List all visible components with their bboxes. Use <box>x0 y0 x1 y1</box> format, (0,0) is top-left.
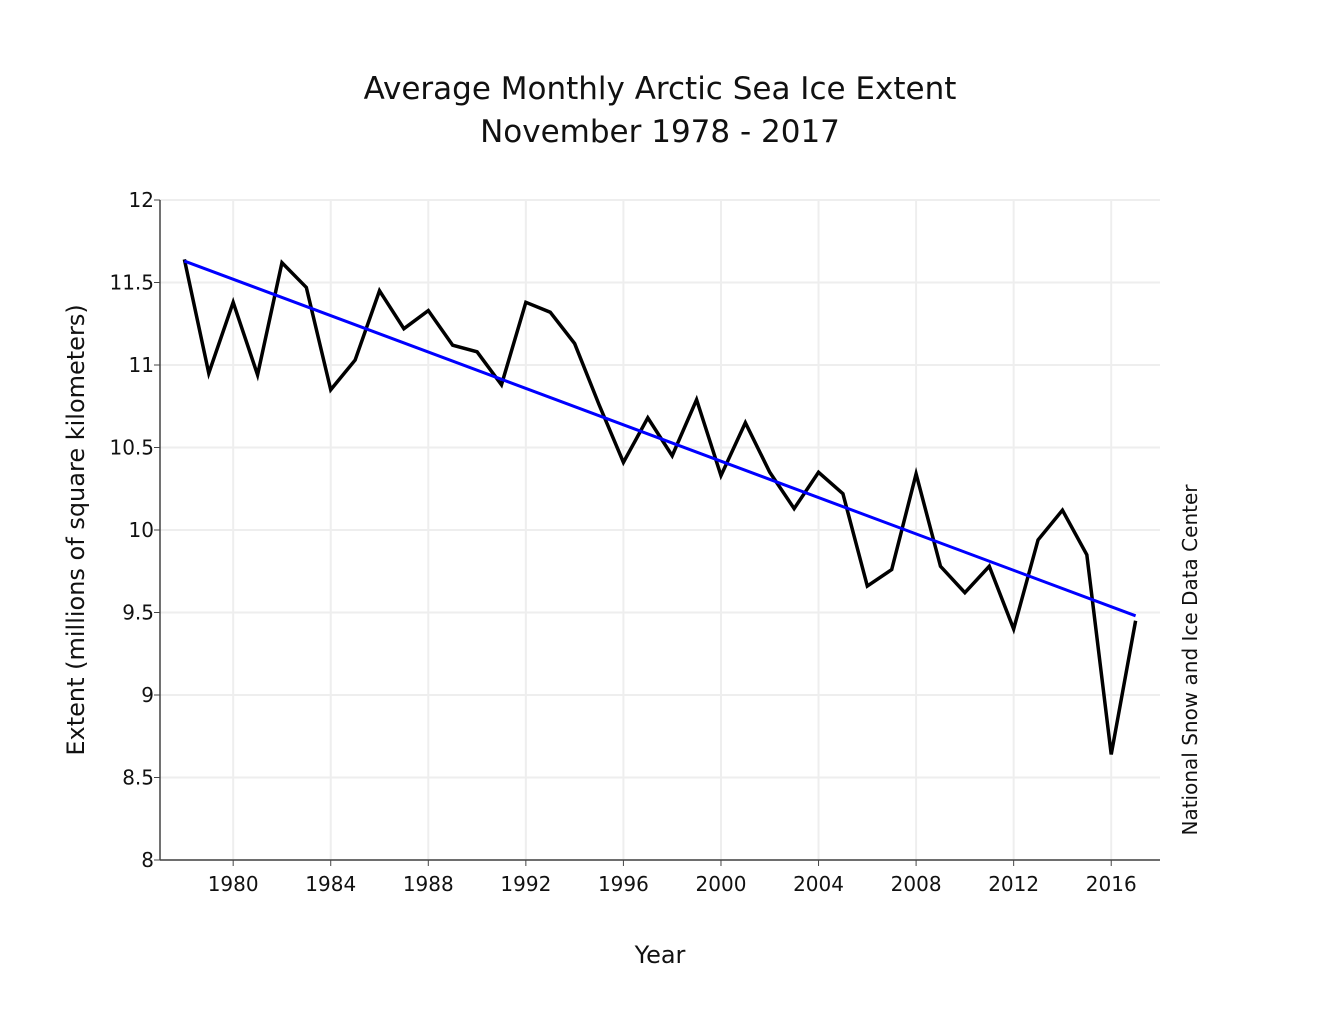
x-tick-label: 2000 <box>696 872 747 896</box>
y-tick-label: 10.5 <box>109 436 154 460</box>
x-tick-label: 1988 <box>403 872 454 896</box>
y-tick-label: 10 <box>129 518 154 542</box>
series <box>182 259 1138 755</box>
y-axis-label: Extent (millions of square kilometers) <box>62 304 90 755</box>
y-tick-label: 11 <box>129 353 154 377</box>
x-tick-label: 2012 <box>988 872 1039 896</box>
x-tick-label: 1984 <box>305 872 356 896</box>
trend-line <box>183 259 1137 618</box>
y-tick-label: 11.5 <box>109 271 154 295</box>
x-axis-label: Year <box>634 941 686 969</box>
chart-subtitle: November 1978 - 2017 <box>480 114 840 150</box>
x-tick-label: 2016 <box>1086 872 1137 896</box>
y-tick-label: 12 <box>129 188 154 212</box>
source-label: National Snow and Ice Data Center <box>1178 484 1202 836</box>
y-tick-label: 8 <box>141 848 154 872</box>
x-tick-label: 1980 <box>208 872 259 896</box>
y-tick-label: 8.5 <box>122 766 154 790</box>
x-tick-label: 1992 <box>500 872 551 896</box>
tick-labels: 1980 1984 1988 1992 1996 2000 2004 2008 2012 2016… <box>109 188 1136 896</box>
y-tick-label: 9 <box>141 683 154 707</box>
axes <box>154 199 1160 866</box>
chart-title: Average Monthly Arctic Sea Ice Extent <box>364 71 957 107</box>
x-tick-label: 2008 <box>891 872 942 896</box>
x-tick-label: 1996 <box>598 872 649 896</box>
x-tick-label: 2004 <box>793 872 844 896</box>
extent-line <box>182 259 1138 755</box>
y-tick-label: 9.5 <box>122 601 154 625</box>
